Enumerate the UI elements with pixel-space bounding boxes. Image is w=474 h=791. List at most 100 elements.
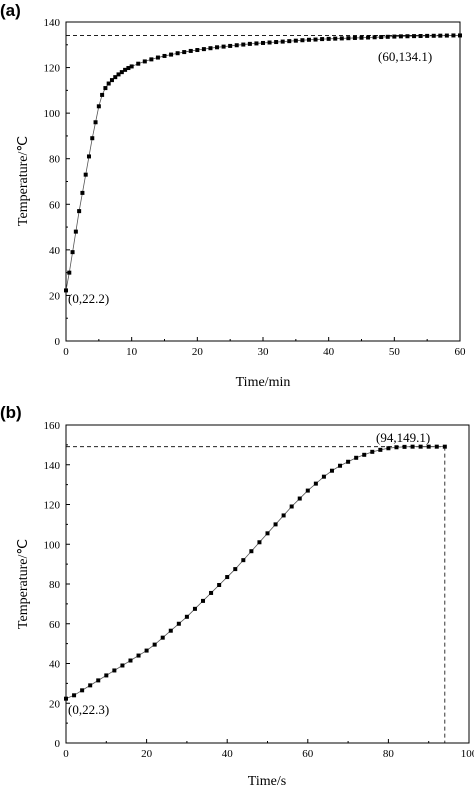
x-tick-label-b-5: 100	[461, 748, 474, 760]
data-point-a-59	[385, 34, 390, 39]
data-point-b-3	[88, 683, 93, 688]
data-point-a-51	[333, 36, 338, 41]
data-point-a-26	[169, 52, 174, 57]
data-point-a-28	[182, 50, 187, 55]
data-point-b-47	[442, 444, 447, 449]
x-tick-label-b-2: 40	[222, 748, 234, 760]
annotation-end-a: (60,134.1)	[378, 49, 432, 64]
y-tick-label-a-2: 40	[49, 245, 61, 257]
data-point-a-15	[113, 75, 118, 80]
y-axis-title-a: Temperature/℃	[16, 136, 31, 226]
data-point-b-30	[305, 488, 310, 493]
data-point-a-34	[221, 44, 226, 49]
data-point-b-35	[346, 459, 351, 464]
data-point-b-5	[104, 673, 109, 678]
data-point-a-40	[261, 40, 265, 45]
y-tick-label-b-0: 0	[55, 738, 61, 750]
axis-ticks-b: 0 20 40 60 80 100 0 20 40 60 80 100 120 140 160	[44, 420, 474, 760]
data-point-b-9	[136, 653, 141, 658]
data-point-a-21	[136, 61, 141, 66]
data-point-a-50	[326, 36, 331, 41]
data-point-a-31	[201, 47, 206, 52]
y-tick-label-b-3: 60	[49, 619, 61, 631]
x-tick-label-b-0: 0	[63, 748, 69, 760]
data-point-a-7	[86, 154, 91, 159]
data-point-a-41	[267, 40, 272, 45]
data-point-b-39	[378, 447, 383, 452]
data-point-b-24	[257, 540, 262, 545]
data-point-a-30	[195, 48, 200, 53]
data-point-a-37	[241, 42, 246, 47]
x-tick-label-b-4: 80	[383, 748, 395, 760]
data-point-a-42	[274, 40, 279, 45]
data-point-a-64	[418, 34, 423, 39]
data-point-a-17	[119, 70, 124, 75]
data-point-b-7	[120, 663, 125, 668]
x-axis-title-b: Time/s	[248, 774, 286, 789]
data-point-b-11	[152, 642, 157, 647]
data-point-a-27	[175, 51, 180, 56]
data-point-a-16	[116, 72, 121, 77]
data-point-a-55	[359, 35, 364, 40]
data-point-a-4	[77, 209, 82, 214]
data-point-a-25	[162, 53, 167, 58]
data-point-b-10	[144, 648, 149, 653]
data-point-b-26	[273, 522, 278, 527]
data-point-a-67	[438, 33, 443, 38]
data-point-a-56	[366, 35, 371, 40]
data-point-a-61	[398, 34, 403, 39]
data-point-b-18	[209, 590, 214, 595]
data-point-a-62	[405, 34, 410, 39]
data-point-a-12	[103, 86, 108, 91]
data-point-a-58	[379, 35, 384, 40]
data-point-a-5	[80, 190, 85, 195]
y-tick-label-b-6: 120	[44, 500, 61, 512]
panel-label-b: (b)	[0, 403, 22, 422]
data-point-a-3	[73, 229, 78, 234]
data-point-a-10	[96, 104, 101, 109]
data-point-b-44	[418, 444, 423, 449]
data-point-b-43	[410, 444, 415, 449]
data-markers-b	[64, 444, 447, 701]
data-point-b-41	[394, 445, 399, 450]
y-tick-label-a-7: 140	[44, 17, 61, 29]
axis-ticks-a: 0 10 20 30 40 50 60 0 20 40 60 80 100 120 140	[44, 17, 467, 358]
data-point-a-63	[412, 34, 417, 39]
data-point-b-19	[217, 582, 222, 587]
data-point-a-1	[67, 270, 72, 275]
plot-frame-b	[65, 424, 470, 744]
data-point-a-22	[142, 59, 147, 64]
data-point-b-20	[225, 575, 230, 580]
data-point-a-39	[254, 41, 259, 46]
panel-label-a: (a)	[0, 1, 21, 20]
annotation-start-a: (0,22.2)	[68, 291, 109, 306]
y-tick-label-b-4: 80	[49, 579, 61, 591]
data-point-a-45	[293, 38, 298, 43]
data-point-b-33	[329, 468, 334, 473]
reference-lines-a	[66, 35, 461, 341]
data-point-b-8	[128, 658, 133, 663]
data-point-a-8	[90, 136, 95, 141]
data-point-a-68	[444, 33, 449, 38]
data-point-a-35	[228, 43, 233, 48]
y-tick-label-b-8: 160	[44, 420, 61, 432]
data-point-b-15	[184, 614, 189, 619]
data-point-b-25	[265, 531, 270, 536]
data-point-b-37	[362, 452, 367, 457]
data-point-b-12	[160, 635, 165, 640]
data-point-a-33	[215, 45, 220, 50]
data-point-a-70	[458, 33, 462, 38]
data-point-b-29	[297, 496, 302, 501]
chart-panel-a: (a) 0 10 20 30 40 50 60 0 20 40 60 80 100 120 140 Time…	[0, 1, 466, 390]
x-axis-title-a: Time/min	[236, 375, 291, 390]
data-point-b-6	[112, 668, 117, 673]
data-point-a-29	[188, 48, 193, 53]
data-point-b-32	[321, 474, 326, 479]
data-point-a-44	[287, 39, 292, 44]
y-tick-label-b-7: 140	[44, 460, 61, 472]
y-tick-label-b-1: 20	[49, 698, 61, 710]
data-point-b-21	[233, 567, 238, 572]
data-point-a-19	[126, 66, 131, 71]
data-point-b-0	[64, 696, 68, 701]
